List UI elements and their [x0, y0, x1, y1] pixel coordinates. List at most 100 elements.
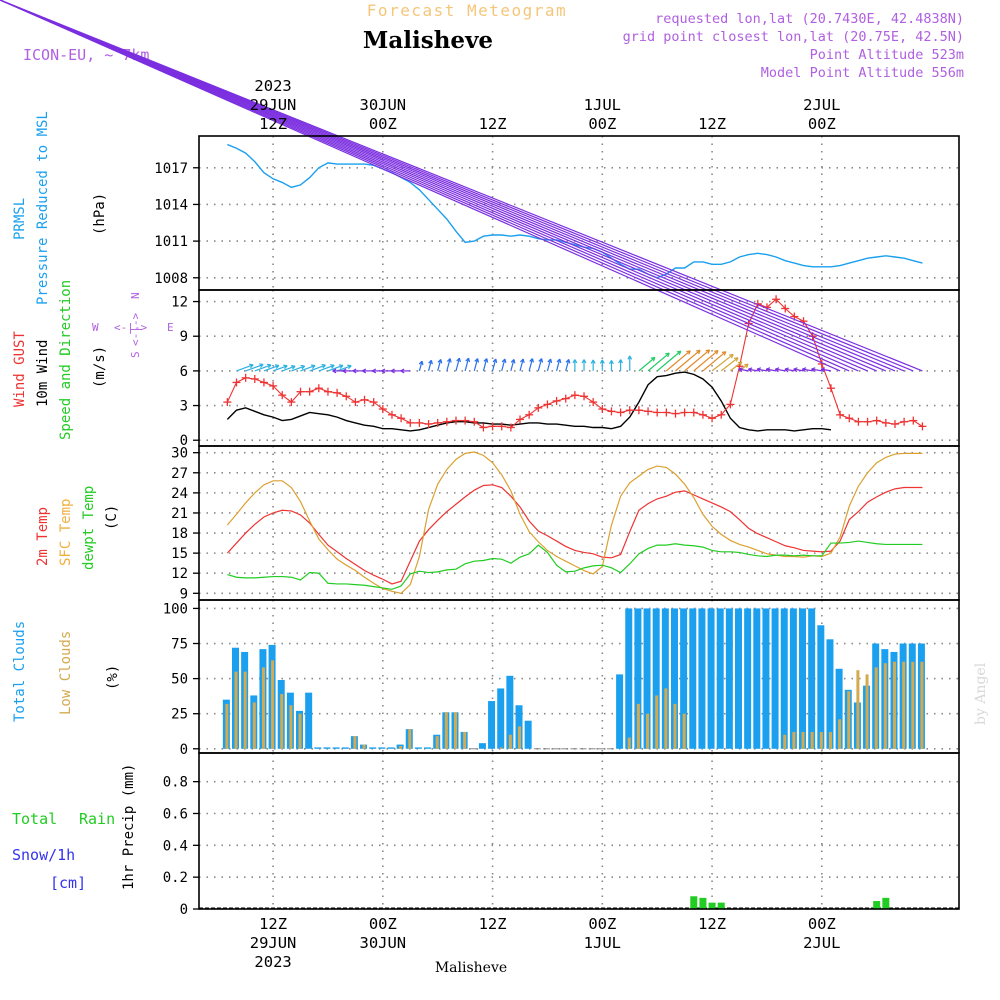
- gust-marker: [424, 420, 433, 429]
- wind-arrow-head: [381, 370, 386, 374]
- wind-arrow-shaft: [291, 365, 305, 372]
- top-time-label: 12Z: [479, 115, 507, 133]
- wind-arrow: [656, 350, 682, 372]
- gust-marker: [625, 406, 634, 415]
- gust-marker: [826, 384, 835, 393]
- low-cloud-bar: [518, 726, 522, 749]
- gust-marker: [580, 392, 589, 401]
- gust-marker: [314, 384, 323, 393]
- wind-arrow: [738, 367, 749, 373]
- bottom-time-label: 12Z: [259, 915, 287, 933]
- total-cloud-bar: [670, 608, 678, 749]
- wind-arrow: [236, 363, 254, 372]
- wind-arrow-shaft: [418, 361, 423, 372]
- wind-arrow-shaft: [254, 364, 272, 372]
- low-cloud-bar: [435, 736, 439, 749]
- wind-arrow-head: [774, 368, 779, 373]
- gust-marker: [488, 422, 497, 431]
- total-cloud-bar: [643, 608, 651, 749]
- low-cloud-bar: [828, 731, 832, 749]
- total-cloud-bar: [716, 608, 724, 749]
- wind-arrow-shaft: [775, 368, 786, 372]
- wind-labels: Wind GUST 10m Wind Speed and Direction (…: [12, 280, 174, 440]
- wind-arrow-head: [352, 370, 357, 374]
- gust-marker: [698, 410, 707, 419]
- temp-sfc-line: [226, 451, 923, 594]
- total-cloud-bar: [652, 608, 660, 749]
- bottom-time-label: 1JUL: [584, 934, 621, 952]
- wind-arrow-head: [321, 363, 326, 366]
- low-cloud-bar: [234, 671, 238, 749]
- gust-marker: [479, 423, 488, 432]
- wind-arrow: [774, 367, 786, 373]
- wind-arrow: [263, 364, 280, 372]
- cloud-labels: Total Clouds Low Clouds (%): [12, 621, 121, 722]
- wind-arrow: [254, 363, 272, 372]
- gust-marker: [506, 423, 515, 432]
- gust-marker: [360, 395, 369, 404]
- y-tick-label: 15: [171, 546, 188, 562]
- total-cloud-bar: [625, 608, 633, 749]
- label-cm: [cm]: [50, 874, 86, 892]
- wind-arrow: [318, 364, 335, 372]
- wind-arrow-shaft: [309, 364, 326, 372]
- gust-marker: [223, 398, 232, 407]
- wind-arrow: [528, 358, 534, 372]
- bottom-time-label: 00Z: [808, 915, 836, 933]
- wind-arrow: [361, 368, 374, 374]
- label-speed-dir: Speed and Direction: [58, 280, 74, 440]
- wind-arrow-head: [820, 368, 825, 373]
- panel-bg: [199, 446, 959, 600]
- low-cloud-bar: [664, 688, 668, 749]
- wind-arrow-shaft: [501, 358, 506, 372]
- low-cloud-bar: [243, 671, 247, 749]
- gust-marker: [836, 410, 845, 419]
- y-tick-label: 12: [171, 566, 188, 582]
- y-tick-label: 0.8: [163, 775, 188, 791]
- wind-arrow-shaft: [0, 0, 841, 372]
- gust-marker: [461, 416, 470, 425]
- gust-marker: [442, 417, 451, 426]
- y-tick-label: 0.2: [163, 870, 188, 886]
- wind-arrow: [702, 351, 727, 372]
- wind-arrow-head: [330, 364, 335, 366]
- gust-marker: [451, 416, 460, 425]
- wind-arrow-shaft: [729, 361, 743, 372]
- gust-marker: [552, 396, 561, 405]
- wind-arrow: [638, 356, 656, 372]
- wind-arrow-head: [446, 358, 451, 362]
- wind-arrow-shaft: [720, 357, 739, 372]
- top-time-label: 30JUN: [359, 96, 406, 114]
- wind-10m-line: [226, 371, 832, 432]
- wind-arrow-head: [705, 349, 710, 352]
- total-cloud-bar: [698, 608, 706, 749]
- temp-2m-line: [226, 484, 923, 585]
- point-altitude: Point Altitude 523m: [810, 47, 964, 63]
- total-cloud-bar: [780, 608, 788, 749]
- wind-arrow-shaft: [336, 365, 352, 372]
- panel-border: [198, 752, 960, 910]
- gust-marker: [890, 420, 899, 429]
- y-tick-label: 6: [180, 364, 188, 380]
- total-cloud-bar: [305, 692, 313, 749]
- y-tick-label: 3: [180, 399, 188, 415]
- top-time-label: 00Z: [808, 115, 836, 133]
- wind-arrow: [390, 368, 402, 374]
- total-cloud-bar: [661, 608, 669, 749]
- gust-marker: [863, 417, 872, 426]
- label-pressure-msl: Pressure Reduced to MSL: [35, 111, 51, 305]
- wind-arrow: [418, 360, 424, 372]
- y-tick-label: 50: [171, 672, 188, 688]
- wind-arrow-shaft: [565, 359, 570, 372]
- requested-coords: requested lon,lat (20.7430E, 42.4838N): [655, 11, 964, 27]
- gust-marker: [543, 400, 552, 409]
- pressure-labels: PRMSL Pressure Reduced to MSL (hPa): [12, 111, 108, 305]
- gust-marker: [671, 409, 680, 418]
- low-cloud-bar: [865, 674, 869, 749]
- wind-arrow: [572, 359, 578, 371]
- wind-arrow: [300, 364, 316, 372]
- wind-arrow-head: [590, 359, 594, 364]
- total-cloud-bar: [707, 608, 715, 749]
- wind-arrow-head: [428, 359, 432, 364]
- low-cloud-bar: [646, 713, 650, 749]
